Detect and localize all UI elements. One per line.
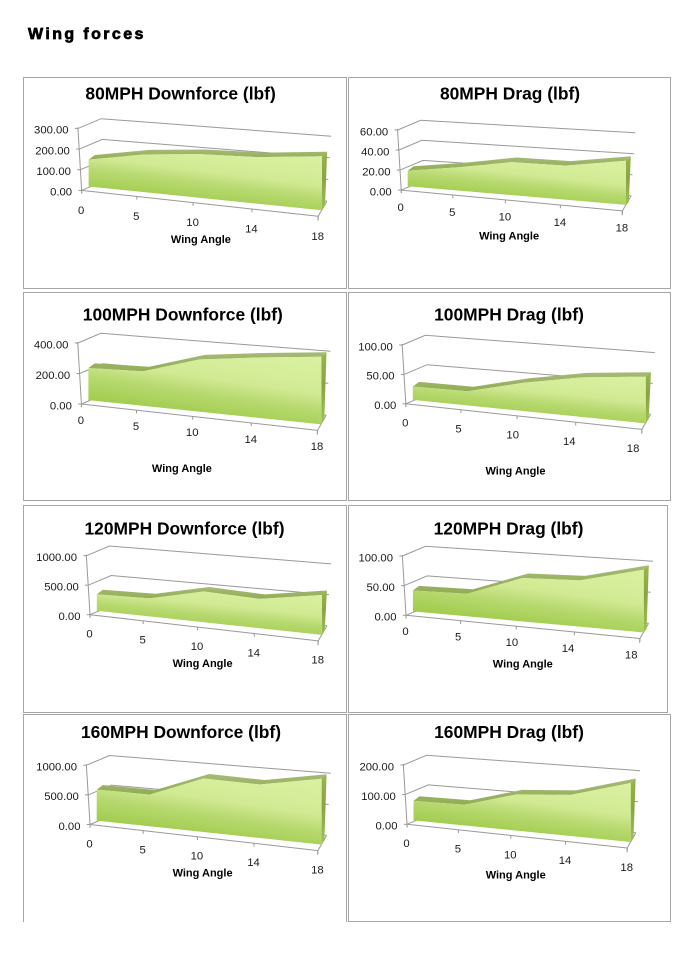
svg-text:0.00: 0.00 [374,400,396,412]
svg-text:14: 14 [248,647,261,659]
svg-text:10: 10 [191,641,204,653]
svg-text:80MPH Drag (lbf): 80MPH Drag (lbf) [440,84,580,104]
svg-text:80MPH Downforce (lbf): 80MPH Downforce (lbf) [85,84,275,104]
svg-text:1000.00: 1000.00 [36,552,77,564]
svg-text:0.00: 0.00 [50,187,72,199]
svg-text:14: 14 [247,857,260,869]
svg-text:0: 0 [86,629,92,641]
svg-text:5: 5 [133,421,139,433]
svg-text:1000.00: 1000.00 [36,762,77,774]
svg-text:14: 14 [554,217,567,229]
svg-text:18: 18 [311,231,324,243]
svg-text:10: 10 [504,849,517,861]
svg-text:0: 0 [403,838,409,850]
svg-text:200.00: 200.00 [359,761,394,773]
svg-text:0: 0 [398,202,404,214]
svg-text:5: 5 [140,635,146,647]
svg-text:400.00: 400.00 [34,339,69,351]
svg-text:10: 10 [506,430,519,442]
svg-text:18: 18 [620,862,633,874]
svg-text:18: 18 [311,441,324,453]
svg-text:14: 14 [245,434,258,446]
svg-text:5: 5 [455,844,461,856]
svg-text:Wing Angle: Wing Angle [171,234,231,246]
svg-text:14: 14 [559,855,572,867]
svg-text:0: 0 [86,838,92,850]
svg-text:Wing Angle: Wing Angle [173,658,233,670]
svg-text:0: 0 [78,415,84,427]
svg-text:18: 18 [625,649,638,661]
svg-text:100.00: 100.00 [358,552,393,564]
svg-text:Wing Angle: Wing Angle [479,231,539,243]
svg-text:300.00: 300.00 [34,125,69,137]
svg-text:500.00: 500.00 [44,791,79,803]
svg-text:0: 0 [78,205,84,217]
svg-text:18: 18 [311,655,324,667]
svg-text:10: 10 [186,217,199,229]
svg-text:18: 18 [627,443,640,455]
svg-text:100.00: 100.00 [361,791,396,803]
svg-text:14: 14 [245,224,258,236]
svg-text:10: 10 [506,637,519,649]
svg-text:14: 14 [563,436,576,448]
svg-text:20.00: 20.00 [362,166,390,178]
svg-text:160MPH Drag (lbf): 160MPH Drag (lbf) [434,722,584,742]
svg-text:120MPH Downforce (lbf): 120MPH Downforce (lbf) [84,519,284,539]
svg-text:0.00: 0.00 [375,612,397,624]
svg-text:50.00: 50.00 [367,582,395,594]
svg-text:120MPH Drag (lbf): 120MPH Drag (lbf) [434,519,584,539]
svg-text:100MPH Downforce (lbf): 100MPH Downforce (lbf) [83,305,283,325]
svg-text:100MPH Drag (lbf): 100MPH Drag (lbf) [434,305,584,325]
svg-text:60.00: 60.00 [360,126,388,138]
svg-text:18: 18 [616,223,629,235]
svg-text:5: 5 [455,632,461,644]
svg-text:Wing Angle: Wing Angle [486,465,546,477]
svg-text:10: 10 [191,851,204,863]
svg-text:18: 18 [311,864,324,876]
svg-text:50.00: 50.00 [366,371,394,383]
svg-text:0.00: 0.00 [59,611,81,623]
svg-text:5: 5 [140,844,146,856]
svg-text:0.00: 0.00 [370,186,392,198]
svg-text:160MPH Downforce (lbf): 160MPH Downforce (lbf) [81,722,281,742]
svg-text:5: 5 [133,211,139,223]
svg-text:14: 14 [562,643,575,655]
svg-text:0: 0 [402,626,408,638]
svg-text:5: 5 [449,207,455,219]
svg-text:100.00: 100.00 [358,341,393,353]
svg-text:0: 0 [402,418,408,430]
svg-text:0.00: 0.00 [50,400,72,412]
svg-text:10: 10 [499,212,512,224]
svg-text:5: 5 [455,424,461,436]
svg-text:200.00: 200.00 [35,145,70,157]
svg-text:0.00: 0.00 [376,821,398,833]
svg-text:Wing Angle: Wing Angle [486,869,546,881]
svg-text:500.00: 500.00 [44,582,79,594]
svg-text:0.00: 0.00 [59,821,81,833]
svg-text:Wing Angle: Wing Angle [493,658,553,670]
svg-text:10: 10 [186,427,199,439]
svg-text:40.00: 40.00 [361,146,389,158]
svg-text:100.00: 100.00 [36,166,71,178]
svg-text:Wing Angle: Wing Angle [173,867,233,879]
svg-text:200.00: 200.00 [36,370,71,382]
svg-text:Wing Angle: Wing Angle [152,463,212,475]
